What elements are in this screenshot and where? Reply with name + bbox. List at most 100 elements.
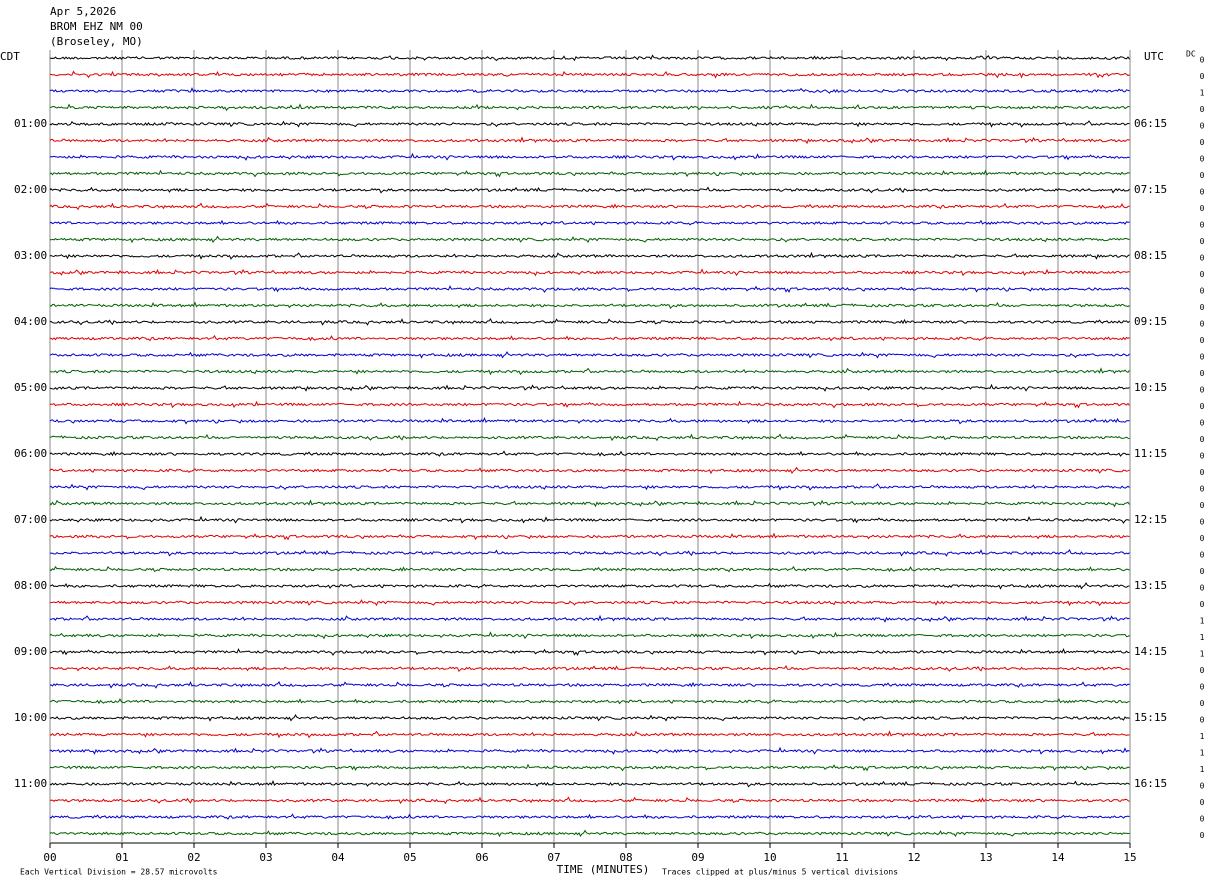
right-time-label: 12:15 xyxy=(1134,513,1167,526)
dc-value: 0 xyxy=(1200,336,1205,345)
right-time-label: 14:15 xyxy=(1134,645,1167,658)
clip-note: Traces clipped at plus/minus 5 vertical … xyxy=(662,868,898,877)
left-time-label: 10:00 xyxy=(14,711,47,724)
dc-value: 0 xyxy=(1200,72,1205,81)
right-time-label: 11:15 xyxy=(1134,447,1167,460)
dc-value: 0 xyxy=(1200,600,1205,609)
x-tick-label: 03 xyxy=(259,851,272,864)
right-time-label: 09:15 xyxy=(1134,315,1167,328)
dc-value: 0 xyxy=(1200,485,1205,494)
dc-value: 0 xyxy=(1200,237,1205,246)
dc-value: 0 xyxy=(1200,138,1205,147)
trace xyxy=(49,169,1130,178)
dc-value: 1 xyxy=(1200,633,1205,642)
trace xyxy=(49,549,1130,557)
trace xyxy=(49,136,1130,145)
left-time-label: 09:00 xyxy=(14,645,47,658)
trace xyxy=(49,285,1130,293)
dc-value: 0 xyxy=(1200,386,1205,395)
dc-value: 1 xyxy=(1200,89,1205,98)
dc-value: 0 xyxy=(1200,254,1205,263)
dc-value: 0 xyxy=(1200,501,1205,510)
trace xyxy=(49,532,1130,541)
trace xyxy=(49,515,1130,524)
left-title: CDT xyxy=(0,50,20,63)
right-time-label: 13:15 xyxy=(1134,579,1167,592)
x-tick-label: 14 xyxy=(1051,851,1065,864)
trace xyxy=(49,251,1130,260)
left-time-label: 08:00 xyxy=(14,579,47,592)
right-time-label: 06:15 xyxy=(1134,117,1167,130)
trace xyxy=(49,499,1130,508)
dc-value: 0 xyxy=(1200,320,1205,329)
x-tick-label: 01 xyxy=(115,851,128,864)
trace xyxy=(49,813,1130,820)
x-tick-label: 00 xyxy=(43,851,56,864)
trace xyxy=(49,483,1130,491)
x-tick-label: 06 xyxy=(475,851,488,864)
trace xyxy=(49,120,1130,128)
dc-value: 0 xyxy=(1200,716,1205,725)
dc-value: 0 xyxy=(1200,435,1205,444)
trace xyxy=(49,152,1130,161)
x-tick-label: 15 xyxy=(1123,851,1136,864)
trace xyxy=(49,383,1130,392)
location: (Broseley, MO) xyxy=(50,35,143,48)
left-time-label: 04:00 xyxy=(14,315,47,328)
dc-value: 0 xyxy=(1200,204,1205,213)
dc-value: 0 xyxy=(1200,683,1205,692)
dc-value: 0 xyxy=(1200,369,1205,378)
dc-value: 0 xyxy=(1200,171,1205,180)
dc-value: 0 xyxy=(1200,56,1205,65)
dc-value: 0 xyxy=(1200,122,1205,131)
trace xyxy=(49,450,1130,457)
left-time-label: 05:00 xyxy=(14,381,47,394)
x-tick-label: 04 xyxy=(331,851,345,864)
trace xyxy=(49,698,1130,705)
left-time-label: 06:00 xyxy=(14,447,47,460)
dc-value: 0 xyxy=(1200,782,1205,791)
dc-value: 0 xyxy=(1200,402,1205,411)
left-time-label: 07:00 xyxy=(14,513,47,526)
x-tick-label: 05 xyxy=(403,851,416,864)
dc-value: 0 xyxy=(1200,270,1205,279)
trace xyxy=(49,351,1130,359)
dc-value: 0 xyxy=(1200,666,1205,675)
trace xyxy=(49,235,1130,244)
trace xyxy=(49,664,1130,673)
dc-value: 1 xyxy=(1200,650,1205,659)
trace xyxy=(49,681,1130,689)
trace xyxy=(49,466,1130,475)
trace xyxy=(49,87,1130,94)
left-time-label: 03:00 xyxy=(14,249,47,262)
trace xyxy=(49,631,1130,640)
scale-note: Each Vertical Division = 28.57 microvolt… xyxy=(20,868,218,877)
right-time-label: 10:15 xyxy=(1134,381,1167,394)
dc-value: 0 xyxy=(1200,188,1205,197)
trace xyxy=(49,763,1130,772)
x-tick-label: 08 xyxy=(619,851,632,864)
left-time-label: 02:00 xyxy=(14,183,47,196)
dc-value: 0 xyxy=(1200,221,1205,230)
trace xyxy=(49,599,1130,607)
trace xyxy=(49,714,1130,722)
dc-value: 0 xyxy=(1200,419,1205,428)
dc-value: 0 xyxy=(1200,567,1205,576)
dc-value: 1 xyxy=(1200,749,1205,758)
dc-value: 0 xyxy=(1200,105,1205,114)
right-time-label: 07:15 xyxy=(1134,183,1167,196)
dc-value: 1 xyxy=(1200,617,1205,626)
dc-value: 0 xyxy=(1200,584,1205,593)
trace xyxy=(49,268,1130,277)
trace xyxy=(49,103,1130,112)
right-title: UTC xyxy=(1144,50,1164,63)
trace xyxy=(49,334,1130,342)
x-axis-title: TIME (MINUTES) xyxy=(557,863,650,876)
date: Apr 5,2026 xyxy=(50,5,116,18)
dc-value: 0 xyxy=(1200,287,1205,296)
dc-value: 0 xyxy=(1200,468,1205,477)
dc-value: 0 xyxy=(1200,518,1205,527)
dc-value: 0 xyxy=(1200,155,1205,164)
dc-value: 1 xyxy=(1200,765,1205,774)
